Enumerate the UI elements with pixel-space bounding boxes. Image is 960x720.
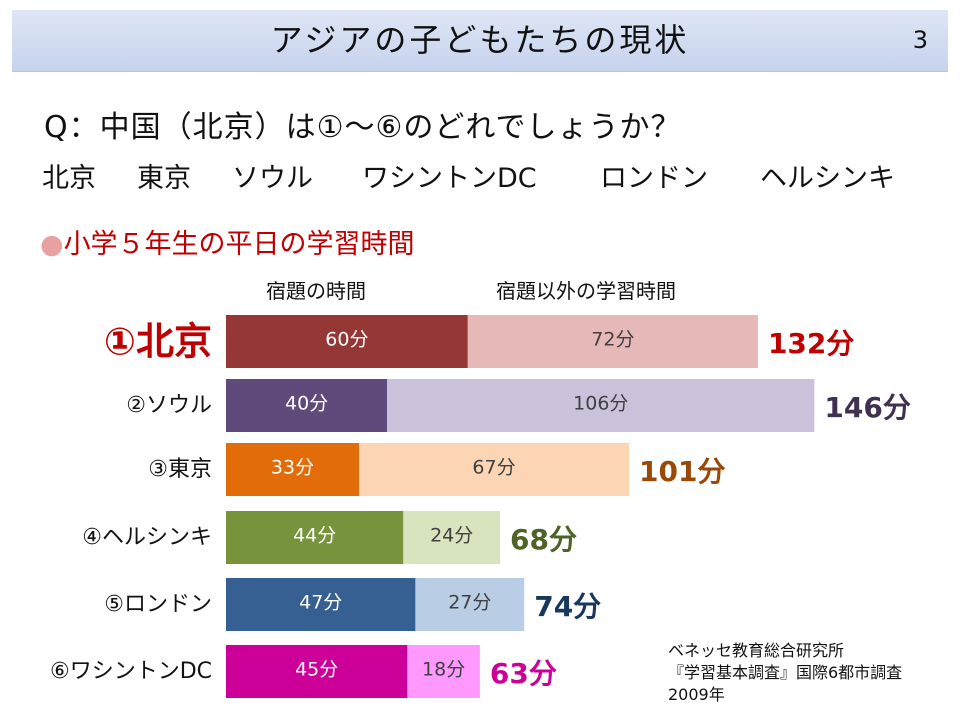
page-number: 3 bbox=[912, 26, 928, 54]
bar-homework bbox=[226, 578, 416, 631]
total-label: 101分 bbox=[639, 455, 725, 488]
bar-other-study bbox=[358, 443, 629, 496]
data-label-homework: 44分 bbox=[293, 525, 336, 547]
bar-homework bbox=[226, 379, 388, 432]
total-label: 63分 bbox=[490, 657, 557, 690]
total-label: 146分 bbox=[824, 391, 910, 424]
bar-homework bbox=[226, 645, 408, 698]
page-title: アジアの子どもたちの現状 bbox=[270, 21, 690, 59]
category-label: ②ソウル bbox=[126, 393, 212, 418]
data-label-other-study: 106分 bbox=[573, 393, 628, 415]
data-label-homework: 47分 bbox=[299, 592, 342, 614]
source-line: 『学習基本調査』国際6都市調査 bbox=[668, 663, 903, 682]
category-label: ⑤ロンドン bbox=[104, 592, 212, 617]
question-text: Q：中国（北京）は①～⑥のどれでしょうか？ bbox=[44, 110, 682, 145]
source-line: ベネッセ教育総合研究所 bbox=[668, 641, 845, 660]
data-label-homework: 45分 bbox=[295, 659, 338, 681]
bar-other-study bbox=[415, 578, 525, 631]
data-label-other-study: 67分 bbox=[472, 457, 515, 479]
bar-other-study bbox=[407, 645, 480, 698]
data-label-other-study: 72分 bbox=[591, 329, 634, 351]
legend-other-study: 宿題以外の学習時間 bbox=[496, 279, 676, 303]
source-note: ベネッセ教育総合研究所 『学習基本調査』国際6都市調査 2009年 bbox=[668, 640, 902, 706]
bar-homework bbox=[226, 511, 404, 564]
data-label-other-study: 18分 bbox=[422, 659, 465, 681]
data-label-other-study: 24分 bbox=[430, 525, 473, 547]
city-option: 北京 bbox=[42, 163, 96, 194]
category-label: ①北京 bbox=[104, 320, 212, 364]
bullet-icon: ● bbox=[40, 229, 64, 260]
bar-other-study bbox=[467, 315, 758, 368]
total-label: 132分 bbox=[768, 327, 854, 360]
bar-other-study bbox=[387, 379, 815, 432]
data-label-other-study: 27分 bbox=[448, 592, 491, 614]
city-option: ワシントンDC bbox=[362, 163, 537, 194]
title-bar: アジアの子どもたちの現状 3 bbox=[12, 10, 948, 72]
data-label-homework: 40分 bbox=[285, 393, 328, 415]
city-option: ヘルシンキ bbox=[760, 163, 895, 194]
source-line: 2009年 bbox=[668, 685, 725, 704]
city-option: ソウル bbox=[232, 163, 313, 194]
total-label: 74分 bbox=[534, 590, 601, 623]
category-label: ⑥ワシントンDC bbox=[50, 659, 212, 684]
section-title: 小学５年生の平日の学習時間 bbox=[63, 229, 415, 260]
legend-homework: 宿題の時間 bbox=[266, 279, 366, 303]
data-label-homework: 60分 bbox=[325, 329, 368, 351]
bar-homework bbox=[226, 443, 359, 496]
data-label-homework: 33分 bbox=[271, 457, 314, 479]
category-label: ③東京 bbox=[148, 457, 212, 482]
category-label: ④ヘルシンキ bbox=[82, 525, 212, 550]
total-label: 68分 bbox=[510, 523, 577, 556]
section-heading: ●小学５年生の平日の学習時間 bbox=[40, 222, 415, 261]
bar-other-study bbox=[403, 511, 501, 564]
city-option: 東京 bbox=[137, 163, 191, 194]
city-option: ロンドン bbox=[600, 163, 708, 194]
bar-homework bbox=[226, 315, 468, 368]
